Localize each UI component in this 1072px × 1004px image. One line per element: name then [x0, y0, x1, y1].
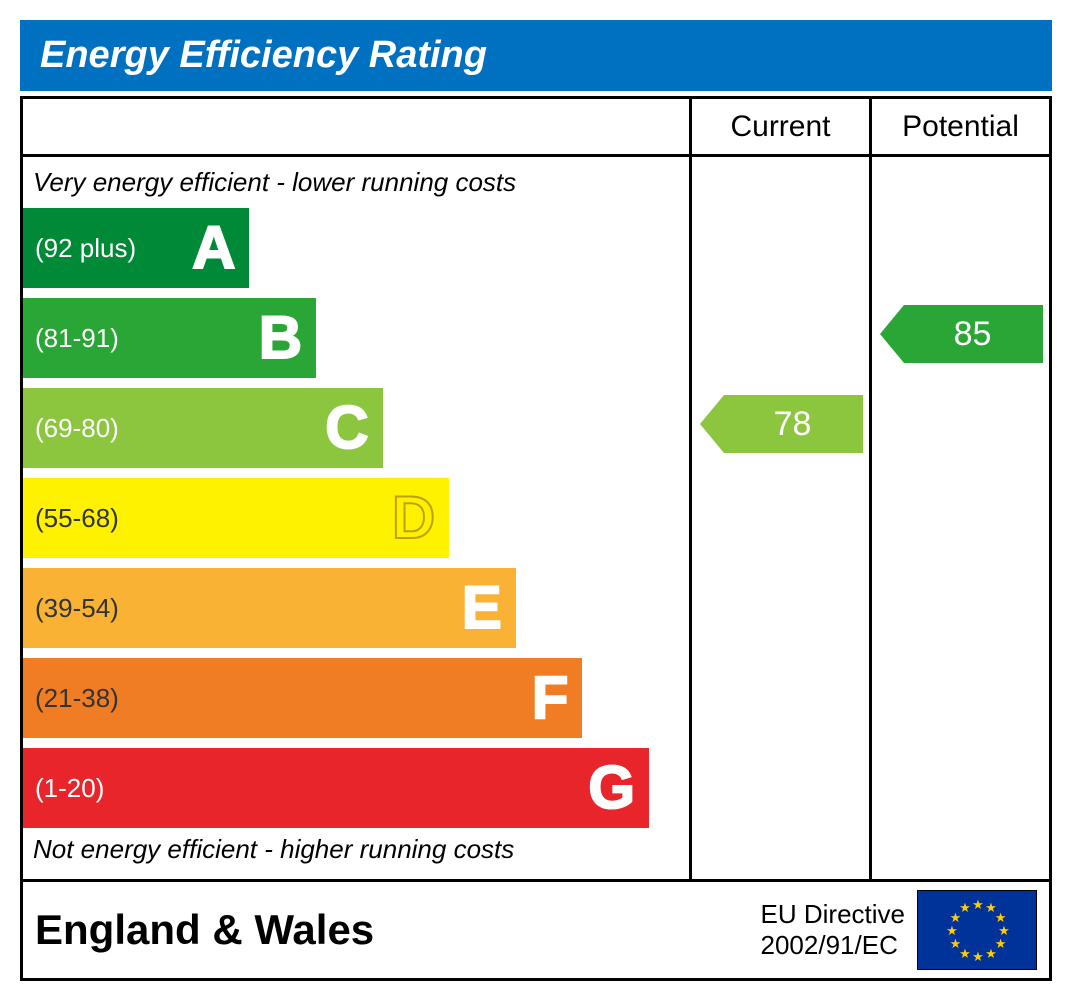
- footer-region: England & Wales: [35, 906, 761, 954]
- current-pointer: 78: [700, 395, 863, 453]
- eu-star-icon: ★: [985, 946, 997, 962]
- directive-line1: EU Directive: [761, 899, 905, 930]
- band-range: (69-80): [23, 413, 119, 444]
- band-letter: G: [588, 758, 635, 818]
- band-letter: F: [532, 668, 569, 728]
- rating-band-f: (21-38) F: [23, 658, 582, 738]
- rating-band-b: (81-91) B: [23, 298, 316, 378]
- potential-column: 85: [869, 157, 1049, 879]
- band-range: (39-54): [23, 593, 119, 624]
- potential-pointer: 85: [880, 305, 1043, 363]
- footer-row: England & Wales EU Directive 2002/91/EC …: [23, 879, 1049, 978]
- footer-directive: EU Directive 2002/91/EC: [761, 899, 917, 961]
- band-letter: E: [462, 578, 502, 638]
- eu-star-icon: ★: [959, 900, 971, 916]
- header-row: Current Potential: [23, 99, 1049, 157]
- current-column: 78: [689, 157, 869, 879]
- chart-title: Energy Efficiency Rating: [20, 20, 1052, 96]
- header-potential: Potential: [869, 99, 1049, 157]
- band-range: (81-91): [23, 323, 119, 354]
- chart-frame: Current Potential Very energy efficient …: [20, 96, 1052, 981]
- bottom-note: Not energy efficient - higher running co…: [23, 828, 689, 875]
- bands-container: (92 plus) A (81-91) B (69-80) C (55-68) D (39-54…: [23, 208, 689, 828]
- header-blank: [23, 99, 689, 157]
- band-letter: D: [392, 488, 435, 548]
- rating-band-a: (92 plus) A: [23, 208, 249, 288]
- rating-band-g: (1-20) G: [23, 748, 649, 828]
- band-letter: B: [259, 308, 302, 368]
- band-range: (92 plus): [23, 233, 136, 264]
- band-letter: C: [325, 398, 368, 458]
- band-range: (55-68): [23, 503, 119, 534]
- band-range: (1-20): [23, 773, 104, 804]
- eu-star-icon: ★: [972, 897, 984, 913]
- rating-band-e: (39-54) E: [23, 568, 516, 648]
- top-note: Very energy efficient - lower running co…: [23, 161, 689, 208]
- header-current: Current: [689, 99, 869, 157]
- chart-area: Very energy efficient - lower running co…: [23, 157, 689, 879]
- rating-band-c: (69-80) C: [23, 388, 383, 468]
- eu-star-icon: ★: [972, 949, 984, 965]
- body-row: Very energy efficient - lower running co…: [23, 157, 1049, 879]
- eu-flag-icon: ★★★★★★★★★★★★: [917, 890, 1037, 970]
- band-letter: A: [192, 218, 235, 278]
- directive-line2: 2002/91/EC: [761, 930, 905, 961]
- epc-chart: Energy Efficiency Rating Current Potenti…: [20, 20, 1052, 981]
- band-range: (21-38): [23, 683, 119, 714]
- rating-band-d: (55-68) D: [23, 478, 449, 558]
